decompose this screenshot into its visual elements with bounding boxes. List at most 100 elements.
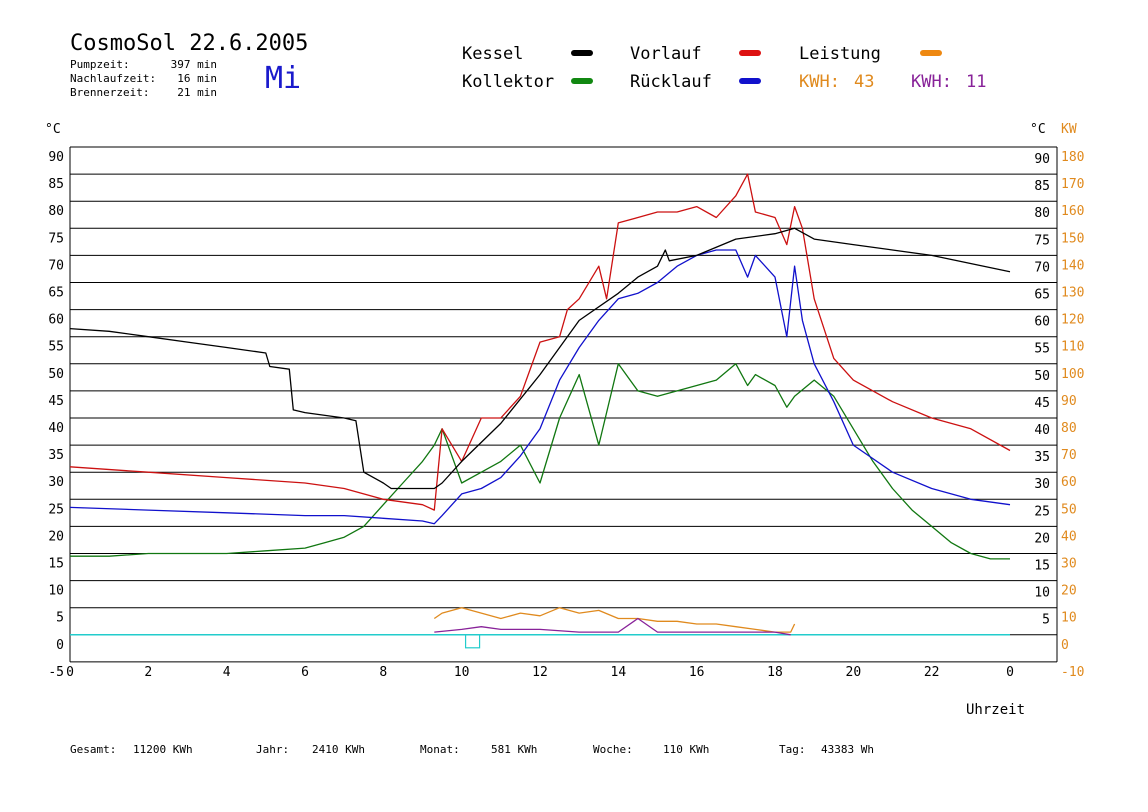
x-tick-label: 10 (454, 665, 470, 680)
footer-label-woche: Woche: (593, 743, 633, 756)
stat-label: Nachlaufzeit: (70, 72, 156, 85)
header-stats: Pumpzeit: 397 min Nachlaufzeit: 16 min B… (70, 58, 217, 99)
y-tick-label-left: 70 (48, 258, 64, 273)
y-tick-label-left: 5 (56, 611, 64, 626)
y-tick-label-right-kw: 90 (1061, 394, 1077, 409)
footer-value-woche: 110 KWh (663, 743, 709, 756)
y-tick-label-left: 0 (56, 638, 64, 653)
y-tick-label-left: 45 (48, 394, 64, 409)
y-tick-label-right-kw: 50 (1061, 502, 1077, 517)
y-tick-label-right-kw: 140 (1061, 258, 1084, 273)
y-tick-label-left: 80 (48, 204, 64, 219)
series-group (69, 173, 1011, 649)
y-tick-label-right-kw: 160 (1061, 204, 1084, 219)
series-line-vorlauf (69, 173, 1011, 511)
y-tick-label-right-kw: 30 (1061, 557, 1077, 572)
y-tick-label-right-c: 60 (1034, 315, 1050, 330)
y-tick-label-left: 10 (48, 584, 64, 599)
x-tick-label: 20 (846, 665, 862, 680)
y-tick-label-left: 30 (48, 475, 64, 490)
legend-label-kessel: Kessel (462, 44, 523, 64)
legend-swatch-kessel (571, 50, 593, 56)
weekday-label: Mi (265, 61, 301, 96)
legend: Kessel Vorlauf Leistung Kollektor Rückla… (462, 44, 986, 92)
legend-swatch-leistung (920, 50, 942, 56)
y-tick-label-left: 15 (48, 557, 64, 572)
x-tick-label: 22 (924, 665, 940, 680)
x-tick-label: 16 (689, 665, 705, 680)
stat-label: Brennerzeit: (70, 86, 149, 99)
kwh-value-2: 11 (966, 72, 986, 92)
legend-swatch-kollektor (571, 78, 593, 84)
y-tick-label-right-kw: 150 (1061, 231, 1084, 246)
y-tick-label-left: 90 (48, 150, 64, 165)
footer-label-gesamt: Gesamt: (70, 743, 116, 756)
y-tick-label-left: 35 (48, 448, 64, 463)
x-tick-label: 14 (611, 665, 627, 680)
y-ticks-right-kw: 1801701601501401301201101009080706050403… (1061, 150, 1084, 680)
stat-label: Pumpzeit: (70, 58, 130, 71)
y-tick-label-left: 55 (48, 340, 64, 355)
y-tick-label-right-c: 30 (1034, 477, 1050, 492)
footer-value-gesamt: 11200 KWh (133, 743, 193, 756)
x-ticks: 0 2 4 6 8 10 12 14 16 18 20 22 0 (66, 665, 1014, 680)
series-line-ruecklauf (69, 249, 1011, 525)
footer-value-tag: 43383 Wh (821, 743, 874, 756)
chart-title: CosmoSol 22.6.2005 (70, 31, 308, 56)
y-ticks-right-c: 90 85 80 75 70 65 60 55 50 45 40 35 30 25 20 15 10 5 (1034, 152, 1050, 628)
y-tick-label-right-kw: 80 (1061, 421, 1077, 436)
y-tick-label-right-kw: 110 (1061, 340, 1084, 355)
y-tick-label-right-kw: 0 (1061, 638, 1069, 653)
y-tick-label-left: 60 (48, 313, 64, 328)
y-tick-label-right-kw: -10 (1061, 665, 1084, 680)
y-tick-label-right-kw: 100 (1061, 367, 1084, 382)
y-tick-label-right-c: 80 (1034, 206, 1050, 221)
y-tick-label-right-kw: 70 (1061, 448, 1077, 463)
x-tick-label: 18 (767, 665, 783, 680)
y-tick-label-left: 40 (48, 421, 64, 436)
y-tick-label-right-c: 25 (1034, 504, 1050, 519)
legend-label-leistung: Leistung (799, 44, 881, 64)
y-tick-label-left: -5 (48, 665, 64, 680)
x-axis-label: Uhrzeit (966, 702, 1025, 718)
y-tick-label-right-c: 75 (1034, 233, 1050, 248)
stat-value: 397 min (171, 58, 217, 71)
footer-label-jahr: Jahr: (256, 743, 289, 756)
y-tick-label-right-kw: 40 (1061, 529, 1077, 544)
footer-value-monat: 581 KWh (491, 743, 537, 756)
legend-swatch-vorlauf (739, 50, 761, 56)
x-tick-label: 12 (532, 665, 548, 680)
y-tick-label-left: 85 (48, 177, 64, 192)
legend-label-ruecklauf: Rücklauf (630, 72, 712, 92)
y-tick-label-right-c: 20 (1034, 531, 1050, 546)
stat-value: 21 min (177, 86, 217, 99)
y-tick-label-right-kw: 10 (1061, 611, 1077, 626)
x-tick-label: 6 (301, 665, 309, 680)
y-tick-label-right-c: 45 (1034, 396, 1050, 411)
y-tick-label-right-c: 85 (1034, 179, 1050, 194)
y-tick-label-right-kw: 130 (1061, 286, 1084, 301)
y-axis-label-left: °C (45, 122, 61, 137)
y-tick-label-right-c: 90 (1034, 152, 1050, 167)
y-tick-label-right-c: 70 (1034, 260, 1050, 275)
y-tick-label-right-c: 10 (1034, 586, 1050, 601)
y-tick-label-right-c: 35 (1034, 450, 1050, 465)
legend-label-vorlauf: Vorlauf (630, 44, 702, 64)
series-line-kessel (69, 227, 1011, 490)
footer-totals: Gesamt: 11200 KWh Jahr: 2410 KWh Monat: … (70, 743, 874, 756)
y-tick-label-right-c: 50 (1034, 369, 1050, 384)
x-tick-label: 2 (144, 665, 152, 680)
y-tick-label-left: 65 (48, 286, 64, 301)
kwh-value-leistung: 43 (854, 72, 874, 92)
y-tick-label-right-kw: 180 (1061, 150, 1084, 165)
legend-swatch-ruecklauf (739, 78, 761, 84)
x-tick-label: 0 (66, 665, 74, 680)
x-tick-label: 0 (1006, 665, 1014, 680)
y-axis-label-right-c: °C (1030, 122, 1046, 137)
y-tick-label-left: 75 (48, 231, 64, 246)
legend-label-kollektor: Kollektor (462, 72, 554, 92)
y-tick-label-right-c: 65 (1034, 288, 1050, 303)
y-tick-label-right-kw: 20 (1061, 584, 1077, 599)
